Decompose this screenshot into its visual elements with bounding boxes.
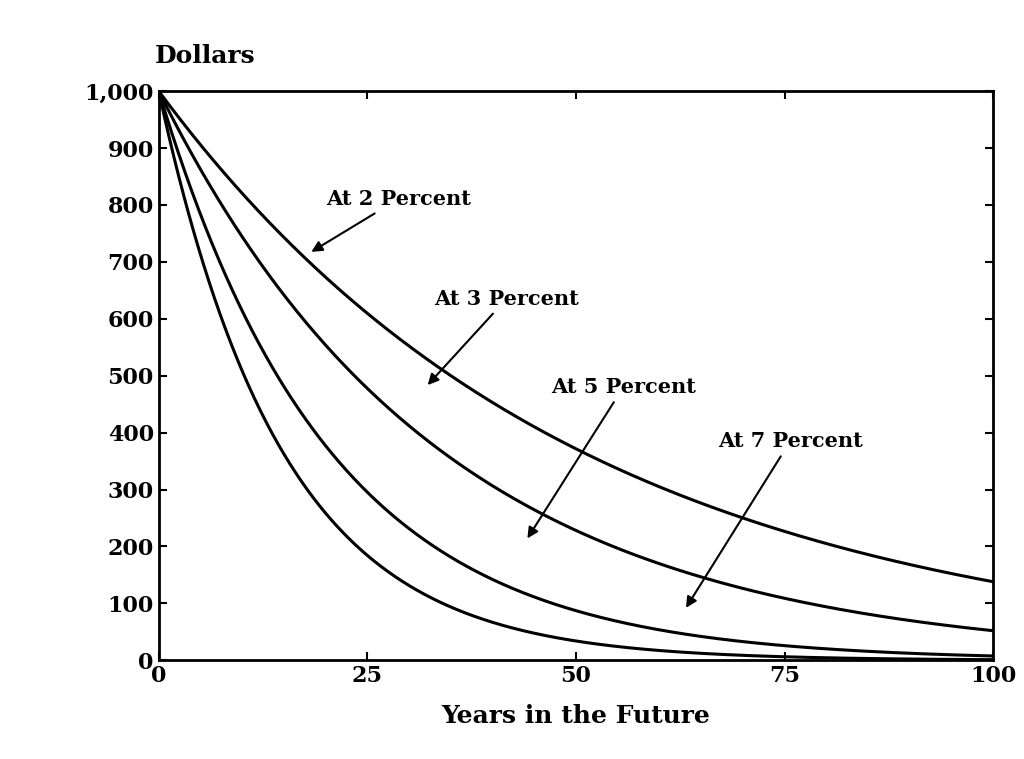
Text: At 7 Percent: At 7 Percent [687,431,862,606]
X-axis label: Years in the Future: Years in the Future [441,704,711,728]
Text: At 2 Percent: At 2 Percent [313,189,470,250]
Text: At 5 Percent: At 5 Percent [528,377,696,537]
Text: At 3 Percent: At 3 Percent [429,289,579,383]
Text: Dollars: Dollars [155,44,255,68]
